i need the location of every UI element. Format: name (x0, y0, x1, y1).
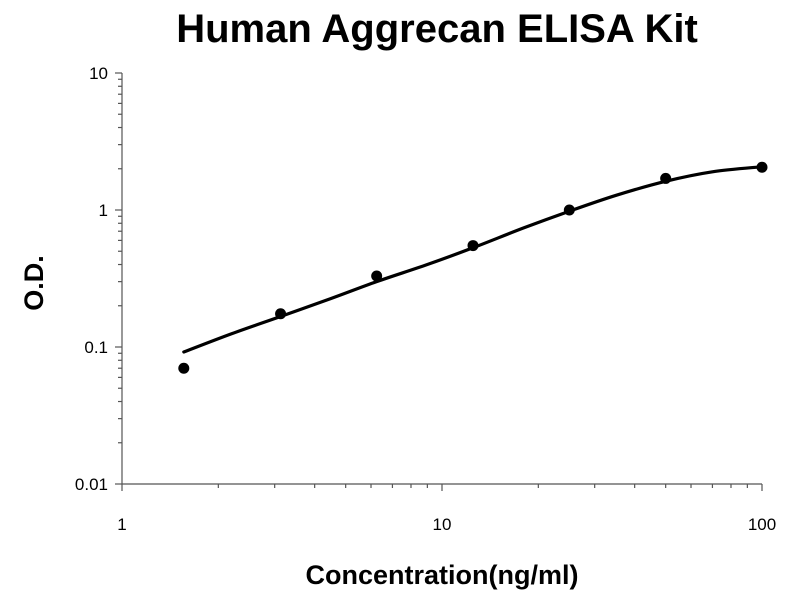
data-point (178, 362, 190, 374)
data-point (467, 240, 479, 252)
data-point (563, 204, 575, 216)
data-points (178, 161, 768, 374)
x-axis-label: Concentration(ng/ml) (306, 560, 579, 590)
x-tick-label: 100 (748, 515, 776, 534)
fit-curve-group (182, 165, 764, 354)
y-tick-label: 10 (89, 64, 108, 83)
data-point (660, 172, 672, 184)
y-tick-label: 0.1 (84, 338, 108, 357)
y-tick-label: 0.01 (75, 475, 108, 494)
x-ticks: 1 10 100 (117, 484, 776, 534)
data-point (371, 270, 383, 282)
axes (121, 73, 762, 485)
x-tick-label: 10 (433, 515, 452, 534)
y-ticks: 0.01 0.1 1 10 (75, 64, 122, 494)
x-tick-label: 1 (117, 515, 126, 534)
data-point (275, 308, 287, 320)
y-axis-label: O.D. (19, 255, 49, 311)
y-tick-label: 1 (99, 201, 108, 220)
data-point (756, 161, 768, 173)
chart-title: Human Aggrecan ELISA Kit (176, 7, 698, 51)
fit-curve-line (182, 165, 764, 354)
